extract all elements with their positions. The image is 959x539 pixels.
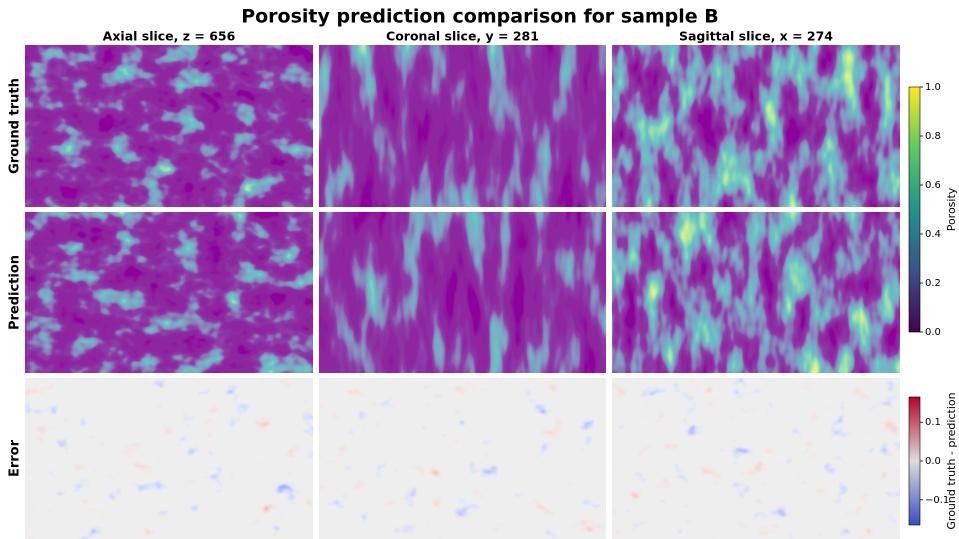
image-panel	[25, 45, 313, 207]
colorbar-label: Porosity	[945, 187, 958, 231]
image-panel	[612, 378, 900, 539]
image-panel	[612, 45, 900, 207]
colorbar-tick-label: 0.1	[925, 417, 941, 428]
column-title: Axial slice, z = 656	[103, 29, 236, 44]
colorbar-tick-label: 0.0	[925, 327, 941, 338]
colorbar-tick-label: 0.8	[925, 131, 941, 142]
image-panel	[319, 45, 606, 207]
row-label: Prediction	[8, 255, 23, 330]
colorbar-label: Ground truth - prediction	[945, 392, 958, 529]
colorbar-tick-label: 1.0	[925, 82, 941, 93]
row-label: Error	[8, 439, 23, 477]
colorbar	[908, 86, 921, 333]
image-panel	[319, 212, 606, 373]
colorbar-tick-label: −0.1	[925, 495, 949, 506]
image-panel	[319, 378, 606, 539]
column-title: Sagittal slice, x = 274	[679, 29, 833, 44]
colorbar-tick-label: 0.0	[925, 456, 941, 467]
row-label: Ground truth	[8, 78, 23, 174]
colorbar	[908, 396, 921, 526]
image-panel	[25, 212, 313, 373]
image-panel	[25, 378, 313, 539]
image-panel	[612, 212, 900, 373]
column-title: Coronal slice, y = 281	[386, 29, 539, 44]
figure-title: Porosity prediction comparison for sampl…	[241, 6, 719, 28]
colorbar-tick-label: 0.4	[925, 229, 941, 240]
colorbar-tick-label: 0.6	[925, 180, 941, 191]
colorbar-tick-label: 0.2	[925, 278, 941, 289]
